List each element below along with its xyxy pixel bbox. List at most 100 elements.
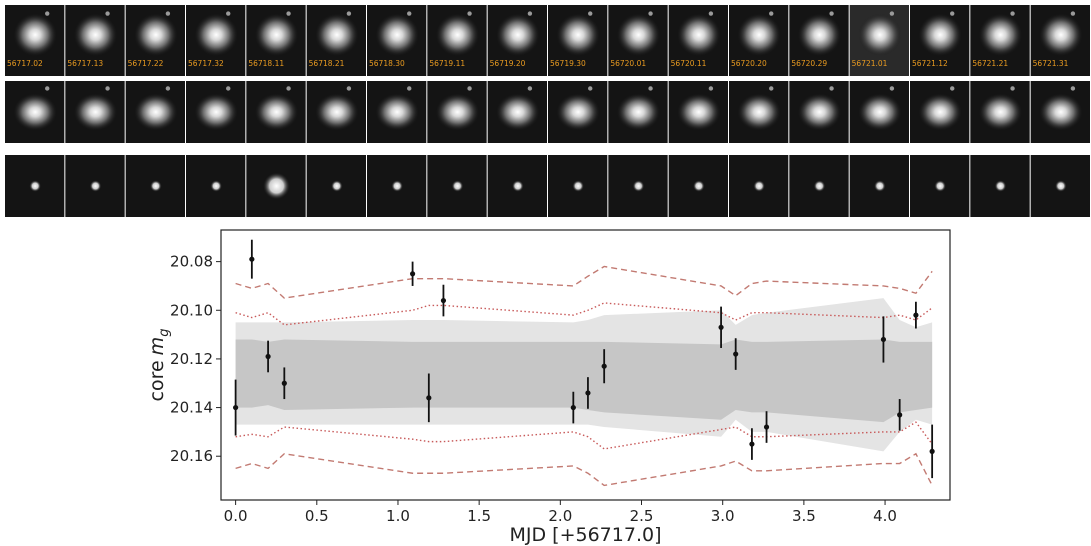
thumbnail-label: 56718.11 — [248, 59, 284, 68]
galaxy — [556, 93, 600, 131]
x-tick-label: 1.5 — [467, 507, 491, 525]
galaxy — [496, 13, 540, 57]
star — [286, 11, 291, 16]
y-label-symbol: m — [146, 337, 168, 356]
thumbnail-label: 56719.30 — [550, 59, 586, 68]
data-point — [733, 351, 739, 357]
thumbnail-label: 56721.31 — [1033, 59, 1069, 68]
thumbnail-label: 56718.30 — [369, 59, 405, 68]
galaxy — [194, 13, 238, 57]
x-tick-label: 2.5 — [630, 507, 654, 525]
envelope-line — [235, 302, 933, 326]
x-tick-label: 4.0 — [873, 507, 897, 525]
thumbnail-label: 56720.01 — [610, 59, 646, 68]
data-point — [426, 395, 432, 401]
star — [708, 86, 714, 91]
star — [165, 11, 171, 16]
star — [45, 86, 50, 91]
galaxy — [375, 13, 419, 57]
star — [407, 86, 412, 91]
psf — [451, 180, 464, 192]
star — [467, 86, 472, 91]
plot: 0.0 0.5 1.0 1.5 2.0 2.5 3.0 3.5 4.0 20.08 20.10 20.… — [146, 229, 951, 546]
galaxy — [194, 93, 238, 131]
data-point — [913, 312, 919, 318]
galaxy — [616, 93, 661, 131]
psf — [210, 180, 223, 192]
star — [889, 11, 895, 16]
data-point — [880, 336, 887, 343]
galaxy — [858, 13, 902, 57]
star — [105, 86, 110, 91]
galaxy — [435, 13, 480, 57]
psf — [29, 180, 42, 192]
star — [527, 11, 533, 16]
galaxy — [73, 93, 118, 131]
star — [165, 86, 171, 91]
data-point — [749, 441, 755, 447]
galaxy — [13, 13, 57, 57]
thumbnail-label: 56720.20 — [731, 59, 767, 68]
psf — [149, 180, 162, 192]
psf — [934, 180, 947, 192]
psf — [262, 172, 291, 200]
star — [950, 86, 955, 91]
x-tick-label: 0.5 — [305, 507, 329, 525]
psf — [89, 180, 102, 192]
psf — [391, 180, 404, 192]
galaxy — [375, 93, 419, 131]
galaxy — [1039, 93, 1083, 131]
star — [1010, 86, 1015, 91]
data-point — [570, 404, 576, 411]
psf — [753, 180, 766, 192]
galaxy — [1039, 13, 1083, 57]
envelope-line — [235, 452, 933, 487]
thumbnail-label: 56721.21 — [972, 59, 1008, 68]
galaxy — [134, 13, 178, 57]
galaxy — [435, 93, 480, 131]
psf — [813, 180, 826, 192]
y-axis-label: core mg — [146, 329, 172, 402]
thumbnail-label: 56717.13 — [67, 59, 103, 68]
star — [527, 86, 533, 91]
galaxy — [315, 93, 359, 131]
star — [226, 11, 231, 16]
psf — [632, 180, 645, 192]
band — [235, 339, 933, 423]
star — [648, 86, 653, 91]
star — [829, 86, 834, 91]
star — [346, 86, 352, 91]
star — [1070, 11, 1076, 16]
galaxy — [797, 93, 842, 131]
data-point — [585, 390, 591, 396]
y-label-subscript: g — [157, 329, 172, 337]
envelope-line — [235, 265, 933, 299]
galaxy — [254, 13, 299, 57]
thumbnail-label: 56718.21 — [309, 59, 345, 68]
y-label-text: core — [146, 360, 168, 401]
star — [45, 11, 50, 16]
data-point — [265, 353, 271, 360]
y-tick-label: 20.10 — [170, 301, 213, 319]
galaxy — [858, 93, 902, 131]
galaxy — [677, 93, 721, 131]
star — [407, 11, 412, 16]
star — [769, 11, 774, 16]
thumbnail-label: 56721.12 — [912, 59, 948, 68]
data-point — [233, 404, 239, 411]
galaxy — [13, 93, 57, 131]
star — [226, 86, 231, 91]
galaxy — [737, 93, 781, 131]
star — [467, 11, 472, 16]
x-axis-label: MJD [+56717.0] — [510, 524, 662, 546]
star — [1010, 11, 1015, 16]
galaxy — [616, 13, 661, 57]
star — [829, 11, 834, 16]
star — [950, 11, 955, 16]
galaxy — [918, 13, 962, 57]
psf — [572, 180, 585, 192]
galaxy — [737, 13, 781, 57]
galaxy — [134, 93, 178, 131]
thumbnail-label: 56719.11 — [429, 59, 465, 68]
